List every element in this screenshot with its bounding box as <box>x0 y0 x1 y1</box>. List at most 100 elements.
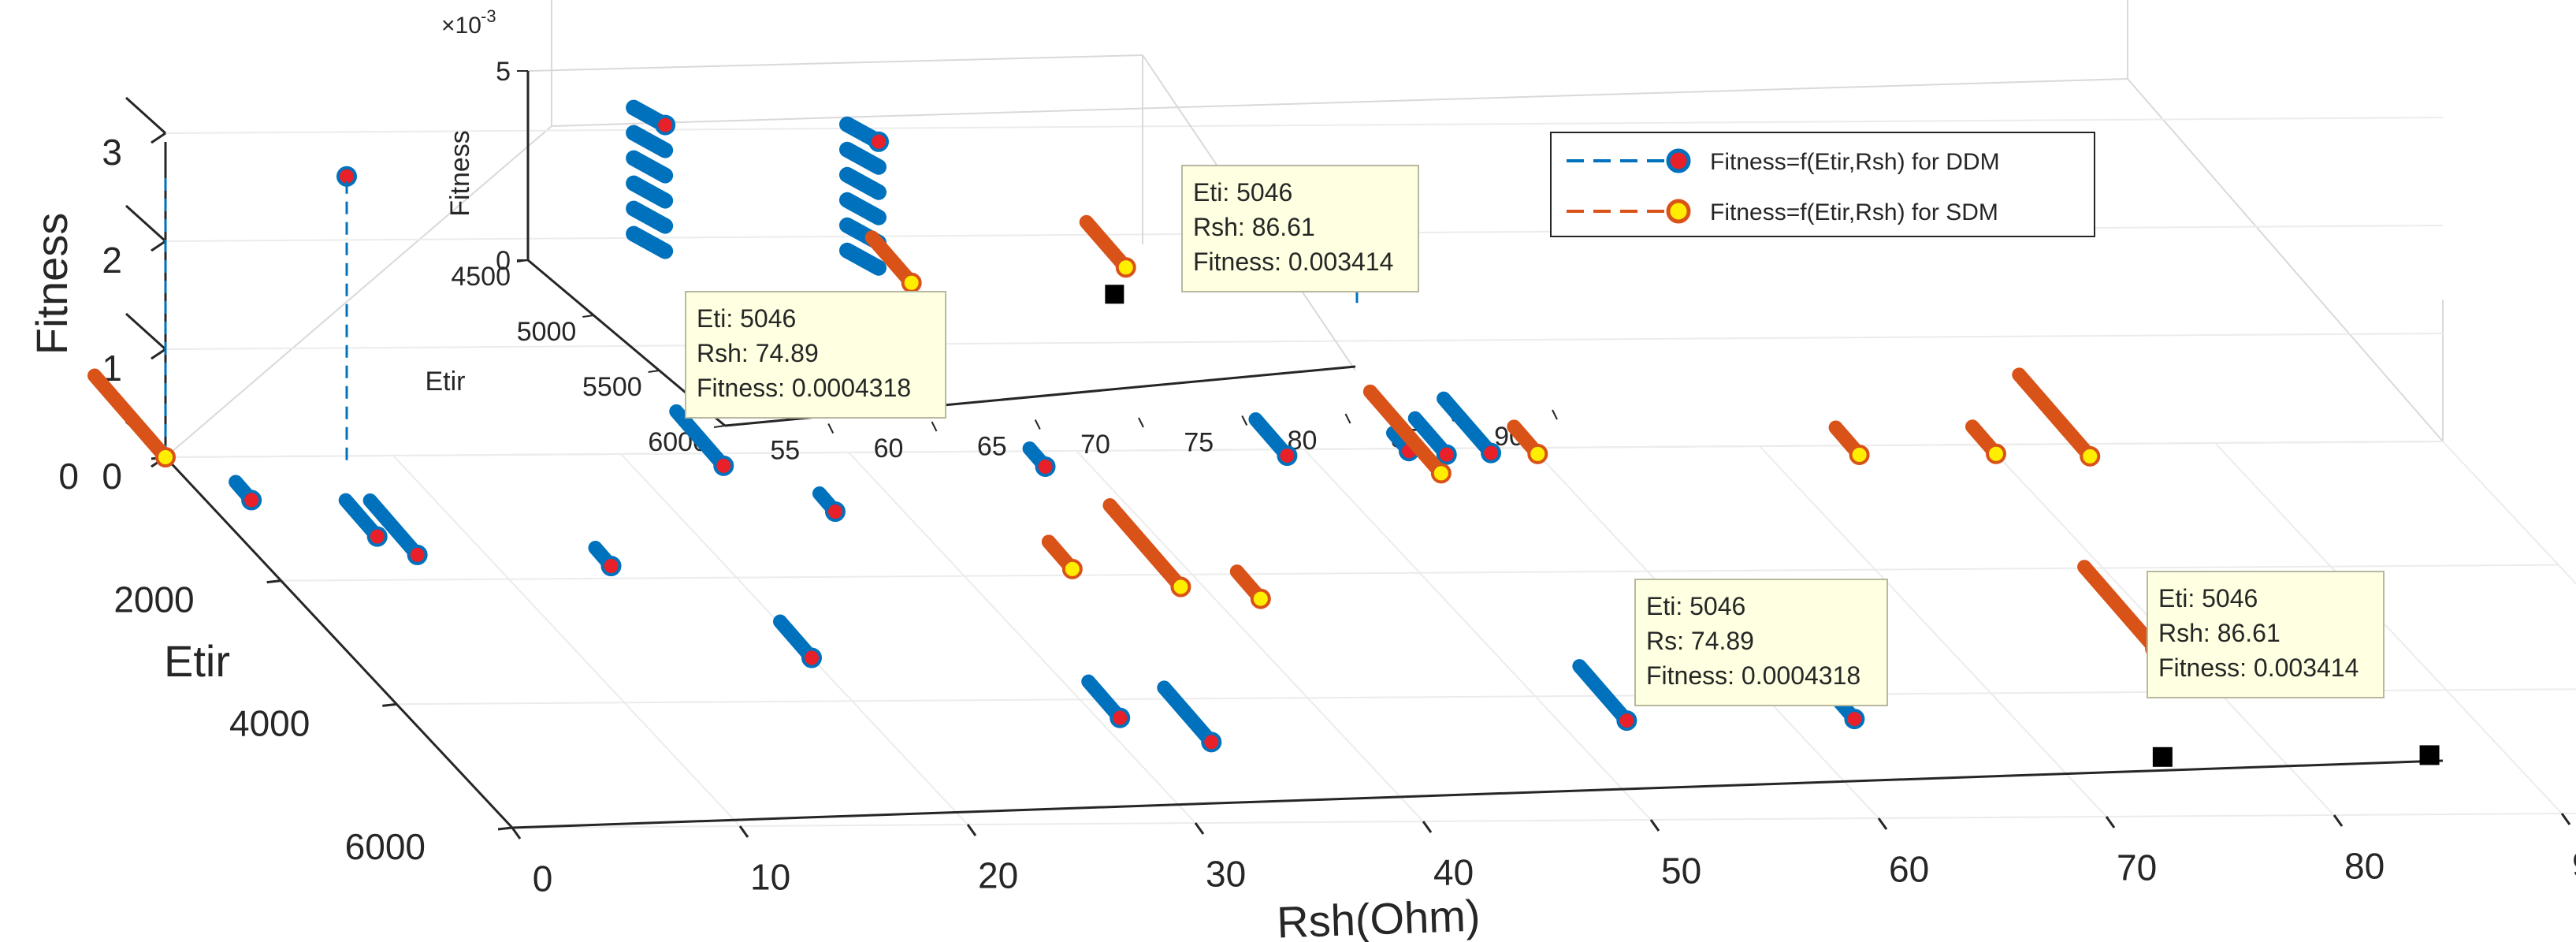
datatip-line: Eti: 5046 <box>697 304 796 333</box>
z-axis-label: Fitness <box>27 213 76 356</box>
ddm-point-marker <box>713 455 734 476</box>
z-grid-line <box>165 333 2444 350</box>
sdm-point <box>2012 367 2101 467</box>
inset-x-tick-label: 70 <box>1080 430 1110 460</box>
ddm-point <box>812 486 846 523</box>
inset-x-tick-mark <box>1344 413 1351 424</box>
y-tick-label: 4000 <box>229 702 310 743</box>
ddm-point <box>773 614 822 668</box>
datatip-line: Fitness: 0.0004318 <box>697 374 911 402</box>
inset-y-tick-mark <box>713 425 726 428</box>
ddm-inset-bar-segment <box>839 166 887 200</box>
x-tick-label: 90 <box>2572 844 2576 885</box>
ddm-inset-marker <box>868 131 889 152</box>
x-tick-label: 50 <box>1661 851 1701 892</box>
x-grid-line <box>1076 450 1424 822</box>
ddm-point-marker <box>1616 710 1637 732</box>
sdm-point <box>87 368 176 467</box>
ddm-point-marker <box>1277 445 1298 467</box>
sdm-point-trail <box>1362 384 1448 481</box>
x-tick-label: 10 <box>750 857 790 898</box>
x-tick-mark <box>2560 813 2571 825</box>
datatip-line: Rsh: 86.61 <box>1193 213 1315 241</box>
inset-z-exponent-power: -3 <box>481 6 496 26</box>
datatip-line: Eti: 5046 <box>2158 584 2258 612</box>
x-tick-mark <box>2333 814 2344 827</box>
ddm-point <box>338 493 388 547</box>
datatip-line: Rs: 74.89 <box>1646 627 1754 655</box>
datatip-line: Rsh: 86.61 <box>2158 619 2280 647</box>
x-axis-label: Rsh(Ohm) <box>1276 891 1481 942</box>
y-tick-mark <box>266 579 281 584</box>
ddm-point-trail <box>1157 680 1219 750</box>
y-tick-mark <box>497 826 513 831</box>
y-tick-label: 2000 <box>113 579 194 620</box>
z-tick-mark <box>151 132 166 144</box>
x-tick-mark <box>738 825 749 838</box>
ddm-point <box>1157 680 1222 753</box>
inset-y-tick-mark <box>582 315 594 318</box>
ddm-point-trail <box>669 404 731 473</box>
ddm-point <box>229 475 262 511</box>
ddm-point <box>1081 674 1131 728</box>
x-tick-mark <box>1649 819 1660 832</box>
x-grid-line <box>392 455 741 827</box>
x-tick-mark <box>1877 817 1888 830</box>
z-tick-mark <box>151 348 166 360</box>
x-grid-line <box>1303 449 1652 821</box>
x-grid-line <box>2214 442 2563 814</box>
sdm-point <box>1507 419 1548 464</box>
sdm-selected-marker <box>2152 747 2173 767</box>
sdm-point-marker <box>1250 588 1271 609</box>
ddm-point-trail <box>362 493 425 562</box>
z-tick-label: 2 <box>102 240 122 281</box>
x-tick-label: 80 <box>2344 846 2385 887</box>
datatip-line: Eti: 5046 <box>1193 178 1292 207</box>
ddm-point <box>362 493 428 565</box>
inset-x-tick-label: 65 <box>977 432 1007 462</box>
inset-3d-axes: 5560657075808590450050005500600005 Fitne… <box>426 6 1558 466</box>
sdm-point <box>1102 498 1191 598</box>
datatip-line: Fitness: 0.0004318 <box>1646 661 1860 690</box>
x-tick-label: 0 <box>533 858 553 899</box>
legend: Fitness=f(Etir,Rsh) for DDM Fitness=f(Et… <box>1550 132 2095 237</box>
inset-x-tick-label: 75 <box>1184 428 1214 458</box>
ddm-point <box>1572 659 1637 732</box>
datatip: Eti: 5046 Rsh: 74.89 Fitness: 0.0004318 <box>685 291 946 419</box>
datatip: Eti: 5046 Rsh: 86.61 Fitness: 0.003414 <box>1181 165 1419 292</box>
inset-x-tick-mark <box>931 421 938 432</box>
datatip-line: Rsh: 74.89 <box>697 339 819 367</box>
inset-x-tick-label: 60 <box>874 434 904 464</box>
z-tick-mark <box>151 240 166 252</box>
legend-ddm-label: Fitness=f(Etir,Rsh) for DDM <box>1710 149 2000 175</box>
ddm-inset-bar-segment <box>839 242 887 276</box>
z-tick-label: 3 <box>102 132 122 173</box>
ddm-inset-bar-segment <box>626 200 674 234</box>
ddm-inset-bar-segment <box>839 192 887 225</box>
legend-sdm-label: Fitness=f(Etir,Rsh) for SDM <box>1710 199 1998 225</box>
ddm-point-trail <box>1572 659 1634 728</box>
x-tick-mark <box>966 824 977 836</box>
sdm-point-marker <box>2080 445 2101 467</box>
ddm-point-marker <box>1436 444 1457 465</box>
ddm-point-marker <box>1481 442 1502 464</box>
datatip: Eti: 5046 Rsh: 86.61 Fitness: 0.003414 <box>2147 571 2385 698</box>
ddm-point <box>1407 411 1457 465</box>
x-tick-mark <box>2105 816 2116 828</box>
ddm-point-marker <box>1844 709 1865 730</box>
z-grid-line <box>165 117 2444 134</box>
sdm-inset-point <box>1079 214 1136 278</box>
sdm-point-marker <box>1430 463 1452 484</box>
ddm-inset-marker <box>655 114 676 136</box>
x-tick-label: 40 <box>1433 852 1474 893</box>
main-axis-labels: Rsh(Ohm) Etir Fitness <box>27 213 1481 942</box>
sdm-point <box>1828 420 1870 465</box>
sdm-point-marker <box>1849 444 1870 465</box>
legend-box <box>1550 132 2095 237</box>
legend-ddm-marker <box>1666 148 1691 173</box>
x-tick-label: 30 <box>1206 854 1246 895</box>
datatip-box <box>685 291 946 419</box>
sdm-point <box>1965 419 2006 464</box>
